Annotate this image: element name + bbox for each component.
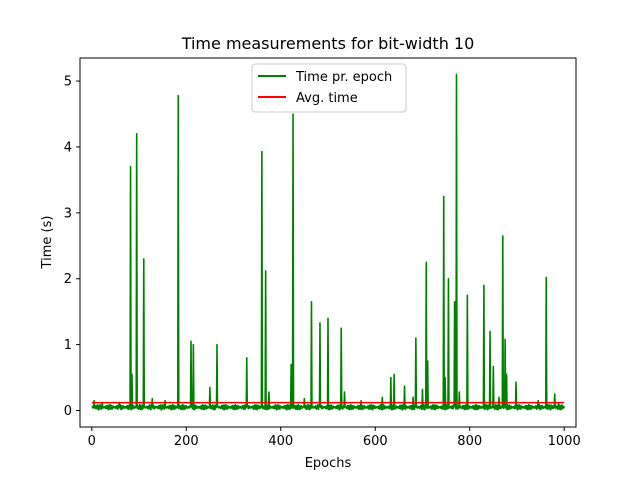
y-tick-label: 4 bbox=[64, 140, 72, 155]
y-axis-title: Time (s) bbox=[40, 216, 55, 270]
series-time-pr-epoch-line bbox=[91, 73, 565, 411]
y-tick-label: 5 bbox=[64, 75, 72, 90]
y-axis: 0 1 2 3 4 5 bbox=[64, 75, 80, 419]
legend-label-avg-time: Avg. time bbox=[296, 91, 358, 106]
x-tick-label: 0 bbox=[88, 434, 96, 449]
y-tick-label: 1 bbox=[64, 338, 72, 353]
y-tick-label: 2 bbox=[64, 272, 72, 287]
legend-box bbox=[251, 63, 407, 113]
series-layer bbox=[91, 73, 565, 411]
x-tick-label: 200 bbox=[174, 434, 199, 449]
x-tick-label: 600 bbox=[363, 434, 388, 449]
plot-frame bbox=[79, 57, 577, 428]
y-tick-label: 0 bbox=[64, 404, 72, 419]
x-tick-label: 400 bbox=[268, 434, 293, 449]
chart-title: Time measurements for bit-width 10 bbox=[181, 34, 475, 53]
y-tick-label: 3 bbox=[64, 206, 72, 221]
legend-label-time-pr-epoch: Time pr. epoch bbox=[295, 70, 392, 85]
x-axis: 0 200 400 600 800 1000 bbox=[88, 427, 581, 449]
x-tick-label: 800 bbox=[457, 434, 482, 449]
x-tick-label: 1000 bbox=[548, 434, 581, 449]
x-axis-title: Epochs bbox=[305, 456, 352, 471]
legend: Time pr. epoch Avg. time bbox=[251, 63, 407, 113]
